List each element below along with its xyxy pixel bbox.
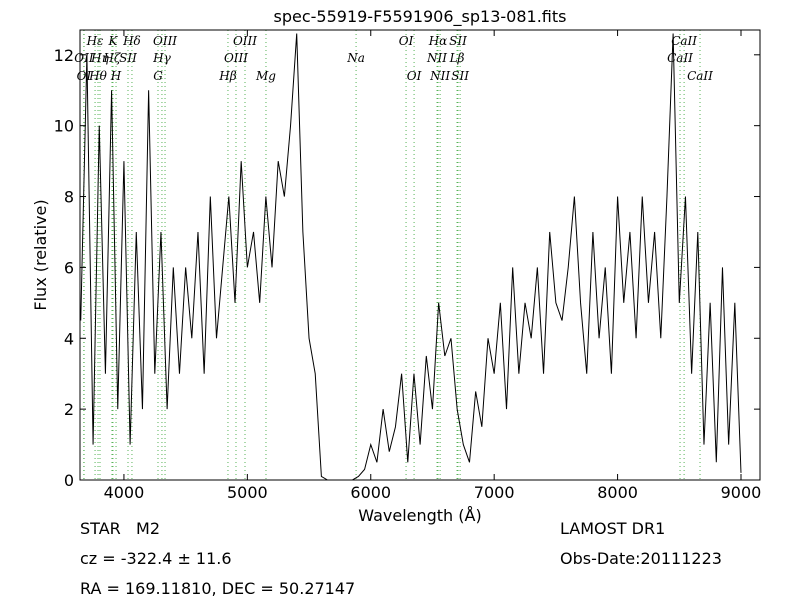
chart-title: spec-55919-F5591906_sp13-081.fits	[274, 7, 567, 27]
annotation: Obs-Date:20111223	[560, 549, 722, 568]
y-tick-label: 6	[64, 258, 74, 277]
y-tick-label: 10	[54, 117, 74, 136]
spectral-line-label: Lβ	[449, 51, 465, 65]
annotation: cz = -322.4 ± 11.6	[80, 549, 232, 568]
spectral-line-label: SII	[119, 51, 137, 65]
x-tick-label: 7000	[474, 483, 515, 502]
annotation: LAMOST DR1	[560, 519, 665, 538]
spectral-line-label: OI	[407, 69, 422, 83]
spectral-line-label: SII	[449, 34, 467, 48]
y-tick-label: 12	[54, 46, 74, 65]
spectral-line-label: CaII	[687, 69, 713, 83]
spectral-line-label: Hα	[428, 34, 448, 48]
x-tick-label: 5000	[227, 483, 268, 502]
spectral-line-label: H	[110, 69, 122, 83]
x-tick-label: 4000	[104, 483, 145, 502]
spectral-line-label: OIII	[153, 34, 177, 48]
spectral-line-label: Hζ	[102, 51, 121, 65]
spectral-line-label: Hβ	[218, 69, 236, 83]
x-tick-label: 8000	[597, 483, 638, 502]
spectral-line-label: CaII	[671, 34, 697, 48]
spectral-line-label: OIII	[233, 34, 257, 48]
plot-frame	[79, 29, 761, 481]
x-tick-label: 6000	[350, 483, 391, 502]
x-axis-label: Wavelength (Å)	[358, 506, 481, 525]
spectral-line-label: Hθ	[88, 69, 107, 83]
spectral-line-label: CaII	[667, 51, 693, 65]
spectral-line-label: OIII	[224, 51, 248, 65]
y-tick-label: 4	[64, 329, 74, 348]
spectrum-line	[80, 33, 742, 481]
y-axis-label: Flux (relative)	[31, 199, 50, 310]
spectral-line-label: NII	[429, 69, 450, 83]
spectral-line-label: Hε	[86, 34, 104, 48]
y-tick-label: 0	[64, 471, 74, 490]
spectral-line-label: Hη	[90, 51, 109, 65]
spectral-line-label: Hδ	[122, 34, 141, 48]
spectral-line-label: Mg	[255, 69, 276, 83]
x-tick-label: 9000	[721, 483, 762, 502]
spectral-line-label: NII	[426, 51, 447, 65]
spectral-line-label: Na	[346, 51, 365, 65]
spectral-line-label: Hγ	[152, 51, 171, 65]
y-tick-label: 8	[64, 188, 74, 207]
annotation: STAR M2	[80, 519, 160, 538]
annotation: RA = 169.11810, DEC = 50.27147	[80, 579, 355, 598]
y-tick-label: 2	[64, 400, 74, 419]
spectral-line-label: SII	[451, 69, 469, 83]
spectral-line-label: G	[153, 69, 163, 83]
spectral-line-label: K	[107, 34, 118, 48]
spectral-line-label: OI	[399, 34, 414, 48]
